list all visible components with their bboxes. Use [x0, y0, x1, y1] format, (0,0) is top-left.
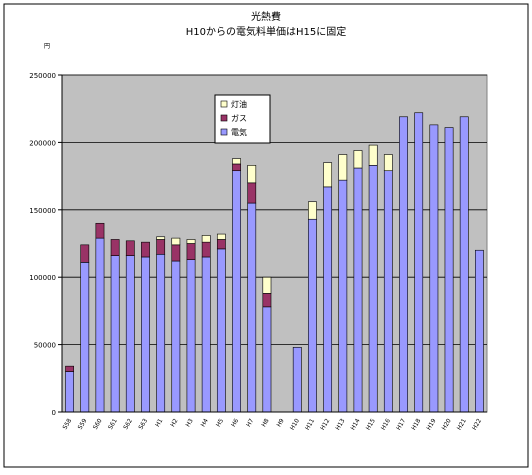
x-tick-label: S63	[137, 417, 149, 431]
y-tick-label: 250000	[29, 72, 56, 80]
y-tick-label: 150000	[29, 207, 56, 215]
y-axis-label: 円	[44, 43, 50, 50]
bar-segment	[459, 116, 469, 413]
bar-segment	[171, 244, 181, 262]
bar-segment	[323, 162, 333, 188]
bar-segment	[323, 186, 333, 413]
bar-segment	[368, 165, 378, 413]
legend-label: 電気	[231, 127, 247, 137]
bar-segment	[368, 144, 378, 166]
y-tick-label: 200000	[29, 139, 56, 147]
bar-segment	[247, 182, 257, 204]
y-tick-label: 50000	[34, 342, 56, 350]
bar-segment	[201, 235, 211, 243]
bar-segment	[110, 239, 120, 256]
bar-segment	[353, 150, 363, 169]
bar-segment	[141, 256, 150, 413]
bar-segment	[110, 255, 120, 413]
bar-segment	[65, 365, 74, 372]
bar-segment	[338, 154, 348, 181]
bar-segment	[201, 256, 211, 413]
chart-title: 光熱費	[251, 10, 281, 23]
x-tick-label: H3	[185, 417, 195, 428]
bar-segment	[399, 116, 408, 413]
bar-segment	[80, 244, 90, 263]
x-tick-label: H6	[230, 417, 240, 428]
bar-segment	[95, 222, 105, 239]
bar-segment	[125, 255, 135, 413]
bar-segment	[156, 239, 166, 255]
bar-segment	[232, 163, 241, 172]
x-tick-label: S58	[62, 417, 74, 431]
bar-segment	[475, 249, 484, 413]
bar-segment	[338, 179, 348, 413]
legend-label: 灯油	[231, 99, 247, 109]
bar-segment	[141, 241, 150, 258]
bar-segment	[171, 237, 181, 246]
bar-segment	[414, 112, 424, 413]
bar-segment	[186, 259, 196, 413]
bar-segment	[247, 165, 257, 184]
bar-segment	[125, 240, 135, 256]
x-tick-label: H9	[276, 417, 286, 428]
x-tick-label: H7	[245, 417, 255, 428]
legend-swatch	[220, 100, 228, 108]
bar-segment	[232, 158, 241, 165]
bar-segment	[444, 127, 454, 413]
bar-segment	[201, 241, 211, 258]
bar-segment	[247, 202, 257, 413]
bar-segment	[216, 239, 226, 250]
legend-swatch	[220, 128, 228, 136]
bar-segment	[383, 170, 393, 413]
y-tick-label: 0	[52, 409, 56, 417]
x-tick-label: H8	[260, 417, 270, 428]
x-tick-label: S59	[77, 417, 89, 431]
x-tick-label: H5	[215, 417, 225, 428]
plot-area	[61, 74, 488, 413]
bar-segment	[65, 371, 74, 413]
bar-segment	[232, 170, 241, 413]
bar-segment	[216, 233, 226, 240]
x-tick-label: S60	[92, 417, 104, 431]
x-tick-label: H2	[169, 417, 179, 428]
bar-segment	[156, 236, 166, 240]
bar-segment	[186, 239, 196, 244]
x-tick-label: H4	[200, 417, 210, 428]
legend-label: ガス	[231, 113, 247, 123]
bar-segment	[262, 306, 272, 413]
bar-segment	[171, 260, 181, 413]
bar-segment	[156, 253, 166, 413]
x-tick-label: S61	[107, 417, 119, 431]
bar-segment	[262, 276, 272, 294]
y-tick-label: 100000	[29, 274, 56, 282]
legend-swatch	[220, 114, 228, 122]
bar-segment	[383, 154, 393, 172]
x-tick-label: H1	[154, 417, 164, 428]
bar-segment	[292, 346, 302, 413]
bar-segment	[353, 167, 363, 413]
bar-segment	[186, 243, 196, 260]
bar-segment	[80, 262, 90, 413]
bar-segment	[216, 248, 226, 413]
chart-subtitle: H10からの電気料単価はH15に固定	[186, 25, 347, 38]
bar-segment	[308, 201, 317, 220]
bar-segment	[429, 124, 439, 413]
x-tick-label: S62	[122, 417, 134, 431]
bar-segment	[262, 293, 272, 308]
bar-segment	[95, 237, 105, 413]
bar-segment	[308, 218, 317, 413]
